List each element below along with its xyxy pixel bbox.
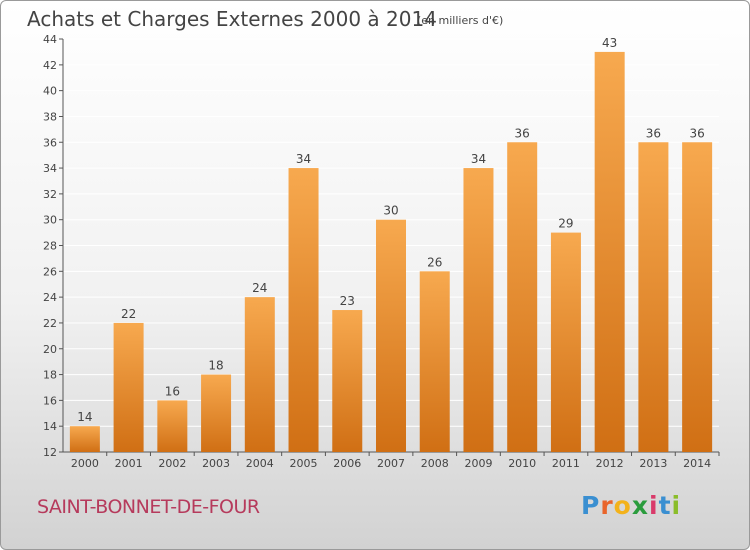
bar	[463, 168, 494, 452]
x-tick-label: 2005	[290, 457, 318, 470]
x-tick-label: 2008	[421, 457, 449, 470]
x-tick-label: 2010	[508, 457, 536, 470]
bar	[682, 142, 713, 452]
data-label: 30	[383, 204, 398, 218]
commune-name: SAINT-BONNET-DE-FOUR	[37, 496, 260, 518]
logo-letter: i	[649, 491, 659, 520]
data-label: 22	[121, 307, 136, 321]
proxiti-logo: Proxiti	[581, 491, 681, 520]
x-tick-label: 2012	[596, 457, 624, 470]
data-label: 24	[252, 281, 267, 295]
x-tick-label: 2014	[683, 457, 711, 470]
bar	[244, 297, 275, 452]
bar	[332, 310, 363, 452]
logo-letter: r	[600, 491, 614, 520]
y-tick-label: 18	[43, 369, 57, 382]
logo-letter: P	[581, 491, 601, 520]
data-label: 36	[689, 126, 704, 140]
logo-letter: i	[671, 491, 682, 520]
x-tick-label: 2004	[246, 457, 274, 470]
bar	[507, 142, 538, 452]
logo-letter: o	[613, 491, 632, 520]
bar	[157, 400, 188, 452]
chart-title: Achats et Charges Externes 2000 à 2014	[27, 7, 437, 31]
x-tick-label: 2006	[333, 457, 361, 470]
bar	[69, 426, 100, 452]
y-tick-label: 32	[43, 188, 57, 201]
x-tick-label: 2002	[158, 457, 186, 470]
y-tick-label: 20	[43, 343, 57, 356]
data-label: 29	[558, 217, 573, 231]
bar	[288, 168, 319, 452]
y-tick-label: 24	[43, 291, 57, 304]
x-tick-label: 2011	[552, 457, 580, 470]
data-label: 23	[340, 294, 355, 308]
data-label: 34	[471, 152, 486, 166]
unit-note: (en milliers d'€)	[417, 14, 504, 27]
data-label: 43	[602, 36, 617, 50]
bar	[594, 51, 625, 452]
y-tick-label: 44	[43, 33, 57, 46]
y-tick-label: 38	[43, 110, 57, 123]
bar	[113, 322, 144, 452]
data-label: 14	[77, 410, 92, 424]
bar	[550, 232, 581, 452]
bar	[419, 271, 450, 452]
logo-letter: x	[631, 491, 649, 520]
x-tick-label: 2013	[639, 457, 667, 470]
y-tick-label: 36	[43, 136, 57, 149]
y-tick-label: 42	[43, 59, 57, 72]
y-tick-label: 28	[43, 240, 57, 253]
x-tick-label: 2000	[71, 457, 99, 470]
bar	[201, 374, 232, 452]
x-tick-label: 2009	[464, 457, 492, 470]
y-tick-label: 34	[43, 162, 57, 175]
y-tick-label: 16	[43, 394, 57, 407]
x-tick-label: 2007	[377, 457, 405, 470]
x-tick-label: 2003	[202, 457, 230, 470]
y-tick-label: 26	[43, 265, 57, 278]
x-tick-label: 2001	[115, 457, 143, 470]
y-tick-label: 40	[43, 85, 57, 98]
data-label: 26	[427, 255, 442, 269]
data-label: 16	[165, 384, 180, 398]
bar	[376, 219, 406, 452]
bar	[638, 142, 669, 452]
data-label: 34	[296, 152, 311, 166]
data-label: 18	[208, 359, 223, 373]
data-label: 36	[646, 126, 661, 140]
y-tick-label: 22	[43, 317, 57, 330]
y-tick-label: 14	[43, 420, 57, 433]
y-tick-label: 12	[43, 446, 57, 459]
data-label: 36	[515, 126, 530, 140]
y-tick-label: 30	[43, 214, 57, 227]
logo-letter: t	[658, 491, 672, 520]
